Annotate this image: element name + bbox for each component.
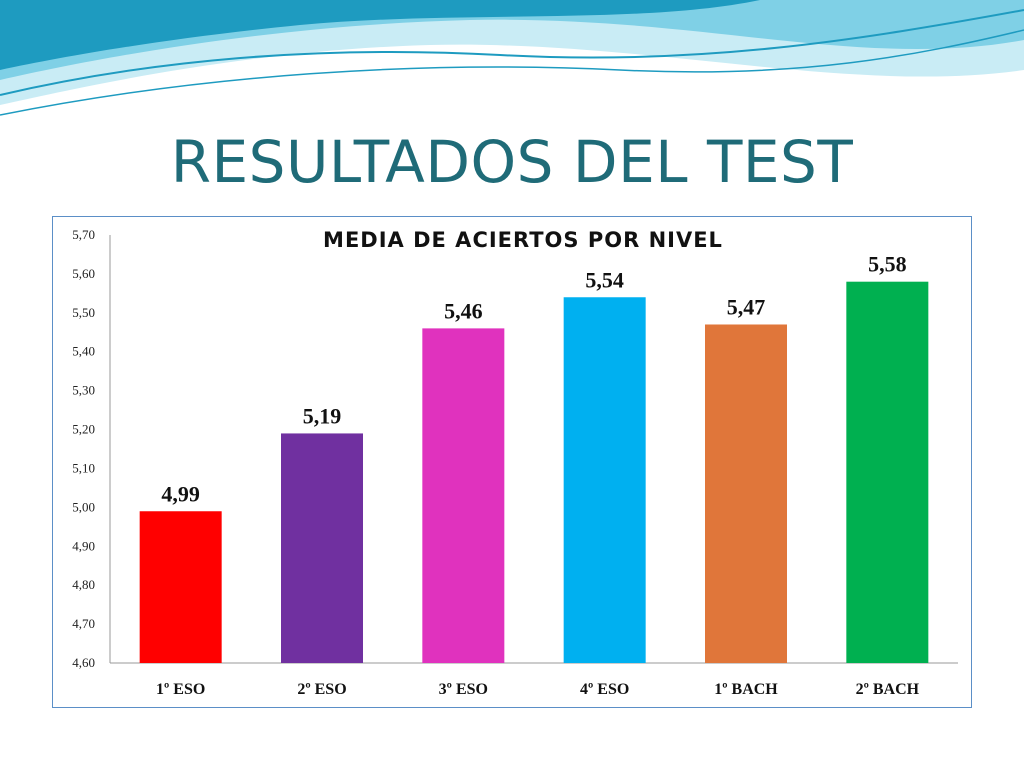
y-axis: 4,60 4,70 4,80 4,90 5,00 5,10 5,20 5,30 5,40 5,50… [72, 227, 95, 670]
data-label: 5,19 [303, 403, 342, 428]
header-wave-decoration [0, 0, 1024, 116]
data-label: 5,54 [585, 267, 624, 292]
bar-series [139, 281, 929, 663]
y-tick-label: 5,70 [72, 227, 95, 242]
y-tick-label: 4,60 [72, 655, 95, 670]
bar [422, 328, 505, 663]
bar [139, 511, 222, 663]
bar [281, 433, 363, 663]
y-tick-label: 5,40 [72, 344, 95, 359]
y-tick-label: 5,30 [72, 383, 95, 398]
x-tick-label: 3º ESO [439, 681, 488, 698]
x-tick-label: 1º BACH [714, 681, 778, 698]
chart-title: MEDIA DE ACIERTOS POR NIVEL [323, 228, 723, 252]
slide-title: RESULTADOS DEL TEST [170, 128, 854, 196]
bar [563, 297, 646, 663]
data-label: 5,46 [444, 298, 483, 323]
data-label: 5,47 [727, 294, 766, 319]
data-label: 5,58 [868, 252, 907, 277]
data-label: 4,99 [161, 481, 200, 506]
bar-chart: MEDIA DE ACIERTOS POR NIVEL 4,60 4,70 4,80… [72, 227, 958, 698]
bar [705, 324, 787, 663]
x-axis: 1º ESO 2º ESO 3º ESO 4º ESO 1º BACH 2º BACH [156, 681, 920, 698]
y-tick-label: 5,60 [72, 266, 95, 281]
x-tick-label: 4º ESO [580, 681, 629, 698]
y-tick-label: 5,20 [72, 422, 95, 437]
y-tick-label: 4,90 [72, 538, 95, 553]
y-tick-label: 4,80 [72, 577, 95, 592]
data-labels: 4,99 5,19 5,46 5,54 5,47 5,58 [161, 252, 906, 507]
y-tick-label: 5,50 [72, 305, 95, 320]
bar [846, 281, 929, 663]
y-tick-label: 5,10 [72, 460, 95, 475]
y-tick-label: 4,70 [72, 616, 95, 631]
y-tick-label: 5,00 [72, 499, 95, 514]
x-tick-label: 1º ESO [156, 681, 205, 698]
x-tick-label: 2º ESO [297, 681, 346, 698]
chart-frame: MEDIA DE ACIERTOS POR NIVEL 4,60 4,70 4,80… [52, 216, 972, 708]
x-tick-label: 2º BACH [856, 681, 920, 698]
